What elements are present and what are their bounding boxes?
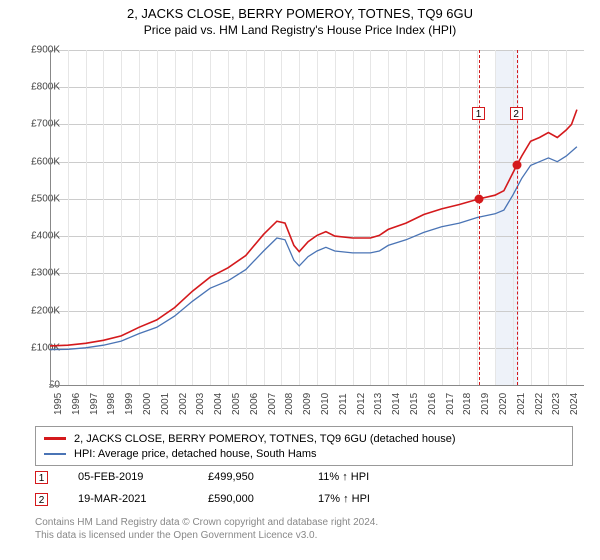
sales-row-date: 19-MAR-2021 — [78, 493, 208, 505]
series-property — [50, 110, 577, 346]
x-tick-label: 2023 — [551, 393, 562, 415]
legend-swatch-property — [44, 437, 66, 440]
x-tick-label: 2008 — [284, 393, 295, 415]
x-tick-label: 2001 — [160, 393, 171, 415]
sale-marker-line — [517, 50, 518, 385]
x-tick-label: 2022 — [534, 393, 545, 415]
x-tick-label: 2018 — [462, 393, 473, 415]
footer-text: Contains HM Land Registry data © Crown c… — [35, 516, 378, 542]
x-tick-label: 2011 — [338, 393, 349, 415]
legend-label-property: 2, JACKS CLOSE, BERRY POMEROY, TOTNES, T… — [74, 433, 456, 445]
x-tick-label: 2013 — [373, 393, 384, 415]
legend-swatch-hpi — [44, 453, 66, 455]
x-tick-label: 2002 — [178, 393, 189, 415]
sales-row-marker: 2 — [35, 493, 48, 506]
sales-row-price: £590,000 — [208, 493, 318, 505]
x-tick-label: 2024 — [569, 393, 580, 415]
x-tick-label: 2000 — [142, 393, 153, 415]
sales-row-pct: 11% ↑ HPI — [318, 471, 428, 483]
x-tick-label: 2019 — [480, 393, 491, 415]
x-tick-label: 2014 — [391, 393, 402, 415]
title-block: 2, JACKS CLOSE, BERRY POMEROY, TOTNES, T… — [0, 0, 600, 38]
x-tick-label: 2005 — [231, 393, 242, 415]
legend-row-property: 2, JACKS CLOSE, BERRY POMEROY, TOTNES, T… — [44, 431, 564, 446]
sale-marker-box: 1 — [472, 107, 485, 120]
x-tick-label: 1995 — [53, 393, 64, 415]
legend-box: 2, JACKS CLOSE, BERRY POMEROY, TOTNES, T… — [35, 426, 573, 466]
sales-row-pct: 17% ↑ HPI — [318, 493, 428, 505]
series-hpi — [50, 147, 577, 350]
footer-line2: This data is licensed under the Open Gov… — [35, 529, 378, 542]
x-tick-label: 2010 — [320, 393, 331, 415]
sales-row: 1 05-FEB-2019£499,95011% ↑ HPI — [35, 466, 428, 488]
sales-row: 2 19-MAR-2021£590,00017% ↑ HPI — [35, 488, 428, 510]
sale-dot — [512, 161, 521, 170]
sales-row-price: £499,950 — [208, 471, 318, 483]
sales-row-date: 05-FEB-2019 — [78, 471, 208, 483]
footer-line1: Contains HM Land Registry data © Crown c… — [35, 516, 378, 529]
x-tick-label: 1997 — [89, 393, 100, 415]
x-tick-label: 2012 — [356, 393, 367, 415]
x-tick-label: 1998 — [106, 393, 117, 415]
legend-row-hpi: HPI: Average price, detached house, Sout… — [44, 446, 564, 461]
legend-label-hpi: HPI: Average price, detached house, Sout… — [74, 448, 317, 460]
x-tick-label: 2006 — [249, 393, 260, 415]
x-tick-label: 2004 — [213, 393, 224, 415]
title-sub: Price paid vs. HM Land Registry's House … — [0, 23, 600, 39]
x-tick-label: 2009 — [302, 393, 313, 415]
x-tick-label: 2015 — [409, 393, 420, 415]
line-layer — [50, 50, 584, 385]
x-tick-label: 1999 — [124, 393, 135, 415]
x-tick-label: 2016 — [427, 393, 438, 415]
x-tick-label: 2003 — [195, 393, 206, 415]
x-tick-label: 2007 — [267, 393, 278, 415]
sale-marker-line — [479, 50, 480, 385]
x-tick-label: 2017 — [445, 393, 456, 415]
x-tick-label: 1996 — [71, 393, 82, 415]
sales-row-marker: 1 — [35, 471, 48, 484]
sale-dot — [474, 194, 483, 203]
x-axis — [50, 385, 584, 386]
chart-container: 2, JACKS CLOSE, BERRY POMEROY, TOTNES, T… — [0, 0, 600, 560]
sales-table: 1 05-FEB-2019£499,95011% ↑ HPI 2 19-MAR-202… — [35, 466, 428, 510]
x-tick-label: 2021 — [516, 393, 527, 415]
sale-marker-box: 2 — [510, 107, 523, 120]
x-tick-label: 2020 — [498, 393, 509, 415]
title-main: 2, JACKS CLOSE, BERRY POMEROY, TOTNES, T… — [0, 6, 600, 23]
